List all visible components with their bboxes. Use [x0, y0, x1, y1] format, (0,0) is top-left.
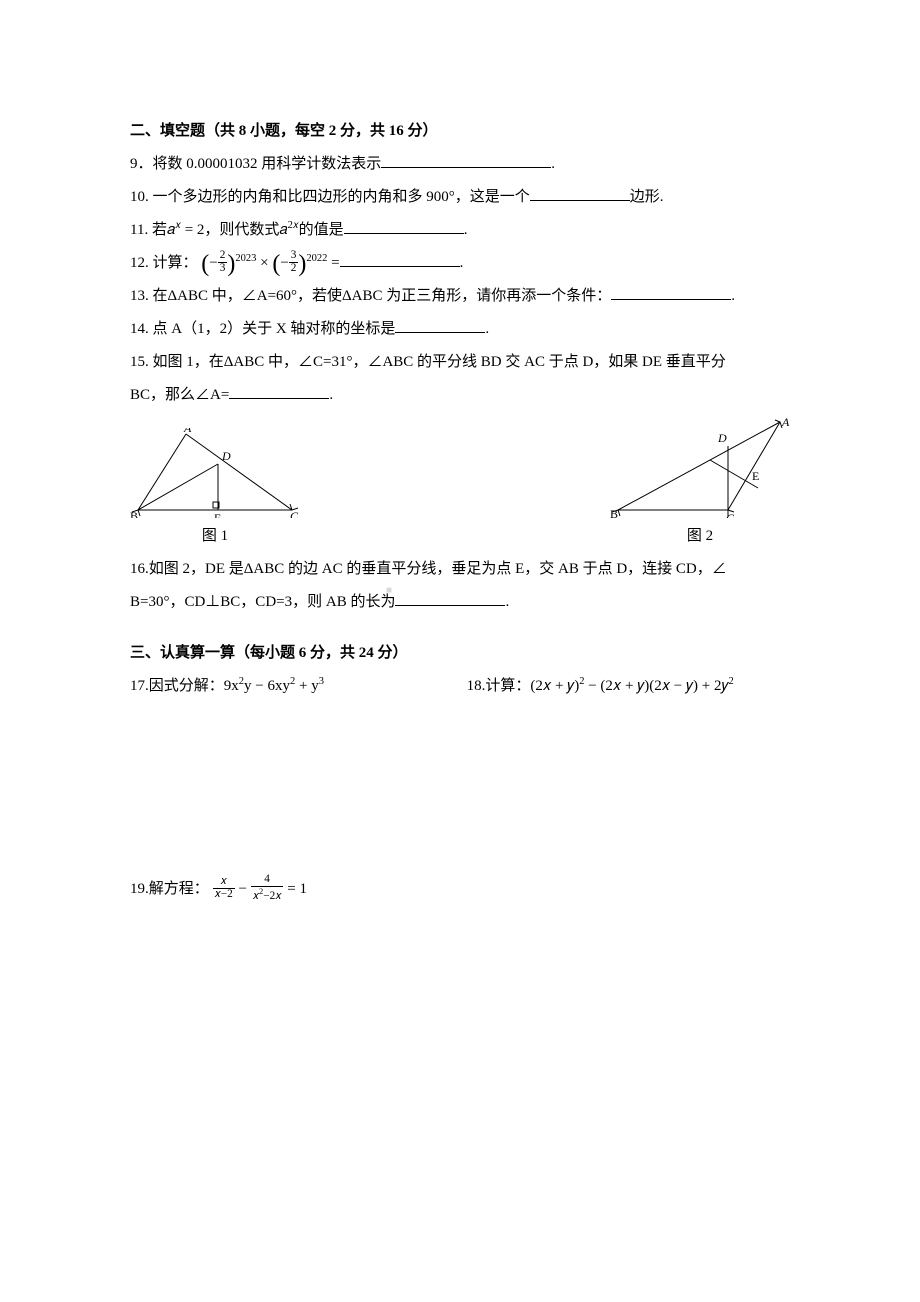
lparen2: ( — [272, 251, 280, 277]
q16-watermark: ■ — [386, 586, 392, 596]
q10-suffix: 边形. — [630, 189, 664, 205]
q19-label: 19.解方程： — [130, 881, 209, 897]
q15: 15. 如图 1，在ΔABC 中，∠C=31°，∠ABC 的平分线 BD 交 A… — [130, 346, 790, 412]
q16: 16.如图 2，DE 是ΔABC 的边 AC 的垂直平分线，垂足为点 E，交 A… — [130, 553, 790, 619]
fig2-B: B — [610, 507, 618, 518]
q9-blank — [381, 154, 551, 169]
q11-exp2: 2𝑥 — [288, 220, 299, 231]
q16-line2: B=30°，CD⊥BC，CD=3，则 AB 的长为■. — [130, 586, 790, 619]
figure2-svg: A B C D E — [610, 418, 790, 518]
q14-blank — [395, 319, 485, 334]
q15-line2-prefix: BC，那么∠A= — [130, 387, 229, 403]
q11-prefix: 11. 若𝑎 — [130, 222, 175, 238]
figure1-svg: A B C D E — [130, 428, 300, 518]
q17-p1: 9x — [224, 678, 239, 694]
q16-line1: 16.如图 2，DE 是ΔABC 的边 AC 的垂直平分线，垂足为点 E，交 A… — [130, 553, 790, 586]
fig2-E: E — [752, 469, 759, 483]
q12-exp2: 2022 — [306, 253, 327, 264]
rparen2: ) — [298, 251, 306, 277]
fig1-A: A — [183, 428, 192, 435]
figure2-caption: 图 2 — [610, 520, 790, 553]
section3-header: 三、认真算一算（每小题 6 分，共 24 分） — [130, 637, 790, 670]
figure-row: A B C D E 图 1 — [130, 418, 790, 553]
q17-label: 17.因式分解： — [130, 678, 224, 694]
q14-text: 14. 点 A（1，2）关于 X 轴对称的坐标是 — [130, 321, 395, 337]
fig1-E: E — [214, 511, 221, 518]
q12: 12. 计算： (−23)2023 × (−32)2022 =. — [130, 247, 790, 280]
lparen1: ( — [201, 251, 209, 277]
q17: 17.因式分解：9x2y − 6xy2 + y3 — [130, 670, 453, 703]
q19-frac1: 𝑥𝑥−2 — [213, 876, 235, 901]
fig1-C: C — [290, 509, 299, 518]
q13-blank — [611, 286, 731, 301]
q12-frac1: 23 — [218, 250, 228, 275]
q12-exp1: 2023 — [235, 253, 256, 264]
q14: 14. 点 A（1，2）关于 X 轴对称的坐标是. — [130, 313, 790, 346]
q13-text: 13. 在ΔABC 中，∠A=60°，若使ΔABC 为正三角形，请你再添一个条件… — [130, 288, 611, 304]
rparen1: ) — [227, 251, 235, 277]
fig2-C: C — [726, 511, 735, 518]
figure1-caption: 图 1 — [130, 520, 300, 553]
work-space-1 — [130, 703, 790, 873]
q18: 18.计算：(2𝑥 + 𝑦)2 − (2𝑥 + 𝑦)(2𝑥 − 𝑦) + 2𝑦2 — [467, 670, 790, 703]
figure2-box: A B C D E 图 2 — [610, 418, 790, 553]
fig1-D: D — [221, 449, 231, 463]
fig2-D: D — [717, 431, 727, 445]
q16-blank-b — [425, 592, 505, 607]
q15-line1: 15. 如图 1，在ΔABC 中，∠C=31°，∠ABC 的平分线 BD 交 A… — [130, 346, 790, 379]
q12-label: 12. 计算： — [130, 255, 198, 271]
q15-line2: BC，那么∠A=. — [130, 379, 790, 412]
q9-text: 9．将数 0.00001032 用科学计数法表示 — [130, 156, 381, 172]
fig2-A: A — [781, 418, 790, 429]
q12-blank — [340, 253, 460, 268]
q18-label: 18.计算： — [467, 678, 531, 694]
q19-eq: = 1 — [287, 881, 307, 897]
q16-line2-prefix: B=30°，CD⊥BC，CD=3，则 AB 的长为 — [130, 594, 395, 610]
q12-frac2: 32 — [289, 250, 299, 275]
q10-prefix: 10. 一个多边形的内角和比四边形的内角和多 900°，这是一个 — [130, 189, 530, 205]
q19-frac2: 4𝑥2−2𝑥 — [251, 874, 284, 902]
section2-header: 二、填空题（共 8 小题，每空 2 分，共 16 分） — [130, 115, 790, 148]
q16-blank-a — [395, 592, 425, 607]
q19: 19.解方程： 𝑥𝑥−2 − 4𝑥2−2𝑥 = 1 — [130, 873, 790, 906]
q10: 10. 一个多边形的内角和比四边形的内角和多 900°，这是一个 边形. — [130, 181, 790, 214]
q11: 11. 若𝑎𝑥 = 2，则代数式𝑎2𝑥的值是. — [130, 214, 790, 247]
q11-mid: = 2，则代数式𝑎 — [181, 222, 288, 238]
q10-blank — [530, 187, 630, 202]
q11-suffix: 的值是 — [299, 222, 344, 238]
q15-blank — [229, 385, 329, 400]
fig1-B: B — [130, 509, 138, 518]
q17-q18-row: 17.因式分解：9x2y − 6xy2 + y3 18.计算：(2𝑥 + 𝑦)2… — [130, 670, 790, 703]
exam-page: 二、填空题（共 8 小题，每空 2 分，共 16 分） 9．将数 0.00001… — [0, 0, 920, 966]
figure1-box: A B C D E 图 1 — [130, 428, 300, 553]
q9: 9．将数 0.00001032 用科学计数法表示. — [130, 148, 790, 181]
q13: 13. 在ΔABC 中，∠A=60°，若使ΔABC 为正三角形，请你再添一个条件… — [130, 280, 790, 313]
q11-blank — [344, 220, 464, 235]
